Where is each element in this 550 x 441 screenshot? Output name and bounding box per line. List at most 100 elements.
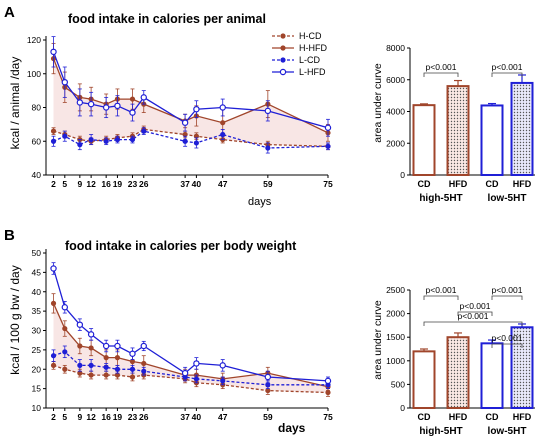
significance-label: p<0.001 bbox=[426, 62, 457, 72]
point-H-HFD bbox=[103, 355, 109, 361]
bar-category-label: CD bbox=[486, 179, 499, 189]
y-tick-label: 10 bbox=[32, 403, 42, 413]
legend-entry: H-CD bbox=[299, 31, 322, 41]
y-tick-label: 80 bbox=[32, 103, 42, 113]
bar-y-tick-label: 8000 bbox=[386, 43, 405, 53]
point-H-CD bbox=[50, 362, 57, 368]
point-L-CD bbox=[265, 145, 271, 151]
point-L-CD bbox=[129, 366, 136, 372]
x-tick-label: 9 bbox=[77, 412, 82, 422]
x-tick-label: 23 bbox=[128, 179, 138, 189]
legend-swatch-marker bbox=[280, 33, 286, 39]
chart-b-xlabel: days bbox=[278, 421, 306, 435]
x-tick-label: 37 bbox=[180, 179, 190, 189]
point-H-CD bbox=[325, 389, 331, 396]
x-tick-label: 26 bbox=[139, 412, 149, 422]
panel-label-b: B bbox=[4, 227, 15, 244]
point-H-CD bbox=[103, 372, 109, 378]
point-L-CD bbox=[114, 136, 121, 143]
point-L-CD bbox=[88, 136, 94, 143]
chart-a-xlabel: days bbox=[248, 196, 272, 208]
significance-label: p<0.001 bbox=[492, 285, 523, 295]
point-L-HFD bbox=[264, 373, 272, 381]
x-tick-label: 12 bbox=[86, 179, 96, 189]
significance-label: p<0.001 bbox=[492, 333, 523, 343]
x-tick-label: 26 bbox=[139, 179, 149, 189]
bar-y-tick-label: 500 bbox=[391, 379, 405, 389]
point-L-CD bbox=[193, 376, 199, 382]
point-L-CD bbox=[50, 353, 57, 359]
bar-y-tick-label: 2000 bbox=[386, 309, 405, 319]
point-L-HFD bbox=[61, 78, 69, 86]
significance-label: p<0.001 bbox=[460, 301, 491, 311]
y-tick-label: 15 bbox=[32, 384, 42, 394]
point-L-CD bbox=[129, 136, 136, 143]
point-L-CD bbox=[220, 131, 226, 138]
bar-y-tick-label: 1500 bbox=[386, 332, 405, 342]
point-L-CD bbox=[141, 368, 147, 374]
point-H-CD bbox=[88, 372, 94, 378]
bar-group-label: low-5HT bbox=[488, 193, 527, 204]
legend-swatch-marker bbox=[280, 45, 286, 51]
point-L-CD bbox=[114, 366, 121, 372]
point-H-CD bbox=[62, 366, 68, 372]
legend-entry: L-HFD bbox=[299, 67, 326, 77]
y-tick-label: 40 bbox=[32, 287, 42, 297]
y-tick-label: 40 bbox=[32, 170, 42, 180]
point-L-HFD bbox=[76, 321, 84, 328]
panel-label-a: A bbox=[4, 4, 15, 21]
x-tick-label: 2 bbox=[51, 412, 56, 422]
chart-a-ylabel: kcal / animal /day bbox=[8, 57, 22, 150]
legend-swatch-marker bbox=[279, 68, 287, 76]
y-tick-label: 25 bbox=[32, 345, 42, 355]
x-tick-label: 37 bbox=[180, 412, 190, 422]
point-L-HFD bbox=[140, 94, 147, 101]
x-tick-label: 12 bbox=[86, 412, 96, 422]
x-tick-label: 59 bbox=[263, 412, 273, 422]
point-H-CD bbox=[129, 374, 136, 380]
point-L-HFD bbox=[129, 109, 136, 116]
x-tick-label: 5 bbox=[62, 179, 67, 189]
legend-entry: L-CD bbox=[299, 55, 321, 65]
point-L-HFD bbox=[140, 342, 147, 350]
point-L-HFD bbox=[129, 350, 136, 357]
point-H-HFD bbox=[129, 96, 136, 102]
x-tick-label: 47 bbox=[218, 179, 228, 189]
significance-label: p<0.001 bbox=[458, 311, 489, 321]
bar-category-label: CD bbox=[418, 179, 431, 189]
shaded-band bbox=[53, 58, 328, 147]
bar-category-label: CD bbox=[418, 412, 431, 422]
bar bbox=[412, 104, 436, 176]
x-tick-label: 59 bbox=[263, 179, 273, 189]
point-L-HFD bbox=[181, 119, 189, 126]
point-H-HFD bbox=[114, 355, 121, 361]
point-H-HFD bbox=[88, 345, 94, 351]
bar-y-tick-label: 4000 bbox=[386, 107, 405, 117]
y-tick-label: 100 bbox=[27, 69, 41, 79]
bar-y-tick-label: 0 bbox=[400, 403, 405, 413]
x-tick-label: 40 bbox=[192, 179, 202, 189]
point-L-HFD bbox=[76, 99, 84, 106]
x-tick-label: 2 bbox=[51, 179, 56, 189]
point-L-CD bbox=[77, 142, 83, 148]
point-L-HFD bbox=[181, 369, 189, 377]
point-L-CD bbox=[103, 138, 109, 144]
bar-category-label: HFD bbox=[449, 412, 468, 422]
x-tick-label: 47 bbox=[218, 412, 228, 422]
x-tick-label: 9 bbox=[77, 179, 82, 189]
point-L-HFD bbox=[61, 304, 69, 311]
point-L-CD bbox=[182, 138, 188, 144]
bar-y-tick-label: 2500 bbox=[386, 285, 405, 295]
legend-swatch-marker bbox=[280, 57, 286, 63]
significance-label: p<0.001 bbox=[426, 285, 457, 295]
point-H-CD bbox=[114, 372, 121, 378]
significance-bracket bbox=[423, 72, 459, 77]
point-L-CD bbox=[77, 362, 83, 368]
bar-group-label: high-5HT bbox=[419, 193, 462, 204]
bar bbox=[446, 336, 470, 410]
point-L-HFD bbox=[87, 331, 95, 338]
x-tick-label: 5 bbox=[62, 412, 67, 422]
x-tick-label: 23 bbox=[128, 412, 138, 422]
point-L-CD bbox=[103, 364, 109, 370]
chart-a-title: food intake in calories per animal bbox=[68, 12, 266, 26]
